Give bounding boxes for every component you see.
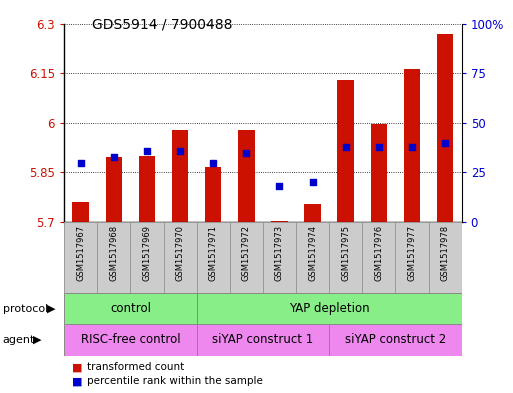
Bar: [396, 222, 428, 293]
Bar: [329, 324, 462, 356]
Text: RISC-free control: RISC-free control: [81, 333, 180, 347]
Text: GSM1517969: GSM1517969: [143, 225, 151, 281]
Point: [375, 143, 383, 150]
Point: [242, 149, 250, 156]
Bar: [362, 222, 396, 293]
Text: ▶: ▶: [33, 335, 42, 345]
Text: ▶: ▶: [47, 303, 56, 314]
Bar: [196, 324, 329, 356]
Bar: [238, 130, 254, 222]
Text: GSM1517970: GSM1517970: [175, 225, 185, 281]
Text: transformed count: transformed count: [87, 362, 185, 373]
Text: control: control: [110, 302, 151, 315]
Bar: [338, 80, 354, 222]
Bar: [263, 222, 296, 293]
Bar: [271, 221, 288, 222]
Bar: [230, 222, 263, 293]
Text: GSM1517977: GSM1517977: [407, 225, 417, 281]
Point: [408, 143, 416, 150]
Bar: [428, 222, 462, 293]
Bar: [196, 222, 230, 293]
Bar: [205, 167, 222, 222]
Bar: [296, 222, 329, 293]
Bar: [304, 204, 321, 222]
Text: protocol: protocol: [3, 303, 48, 314]
Text: GSM1517978: GSM1517978: [441, 225, 449, 281]
Text: GSM1517976: GSM1517976: [374, 225, 383, 281]
Bar: [106, 157, 122, 222]
Bar: [72, 202, 89, 222]
Bar: [139, 156, 155, 222]
Bar: [97, 222, 130, 293]
Text: GSM1517971: GSM1517971: [209, 225, 218, 281]
Text: ■: ■: [72, 376, 82, 386]
Bar: [370, 124, 387, 222]
Bar: [64, 324, 196, 356]
Point: [342, 143, 350, 150]
Text: siYAP construct 2: siYAP construct 2: [345, 333, 446, 347]
Bar: [130, 222, 164, 293]
Text: GSM1517972: GSM1517972: [242, 225, 251, 281]
Bar: [64, 293, 196, 324]
Text: GSM1517974: GSM1517974: [308, 225, 317, 281]
Point: [275, 183, 284, 189]
Text: GDS5914 / 7900488: GDS5914 / 7900488: [92, 18, 233, 32]
Bar: [329, 222, 362, 293]
Point: [143, 147, 151, 154]
Bar: [172, 130, 188, 222]
Text: ■: ■: [72, 362, 82, 373]
Bar: [164, 222, 196, 293]
Bar: [404, 69, 420, 222]
Text: siYAP construct 1: siYAP construct 1: [212, 333, 313, 347]
Bar: [64, 222, 97, 293]
Point: [441, 140, 449, 146]
Text: GSM1517967: GSM1517967: [76, 225, 85, 281]
Text: GSM1517968: GSM1517968: [109, 225, 119, 281]
Point: [110, 153, 118, 160]
Point: [209, 159, 218, 165]
Text: percentile rank within the sample: percentile rank within the sample: [87, 376, 263, 386]
Point: [308, 179, 317, 185]
Text: GSM1517973: GSM1517973: [275, 225, 284, 281]
Bar: [196, 293, 462, 324]
Point: [76, 159, 85, 165]
Text: GSM1517975: GSM1517975: [341, 225, 350, 281]
Text: YAP depletion: YAP depletion: [289, 302, 369, 315]
Text: agent: agent: [3, 335, 35, 345]
Point: [176, 147, 184, 154]
Bar: [437, 33, 453, 222]
